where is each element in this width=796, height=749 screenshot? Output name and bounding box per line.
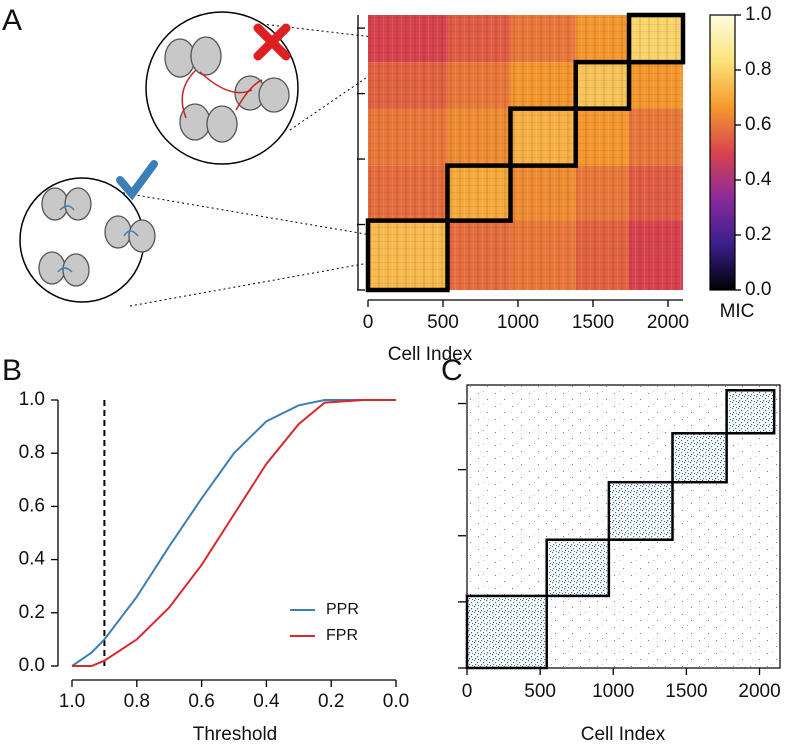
- x-tick-label: 0.2: [318, 691, 344, 712]
- colorbar-label: MIC: [720, 301, 755, 322]
- block-box: [671, 432, 728, 484]
- x-tick-label: 2000: [647, 312, 689, 333]
- colorbar-tick-label: 0.6: [745, 114, 771, 135]
- arrow: [57, 205, 139, 273]
- x-tick-label: 1000: [592, 681, 634, 702]
- block-box: [725, 389, 776, 435]
- x-axis-label: Cell Index: [388, 344, 473, 365]
- block-box: [365, 218, 450, 293]
- check-icon: [116, 160, 158, 201]
- cells: [38, 36, 290, 287]
- block-links: [608, 482, 673, 540]
- panel-letters: A B C: [2, 4, 463, 387]
- y-tick-label: 0.4: [19, 549, 46, 570]
- colorbar: [709, 14, 736, 291]
- colorbar-tick-label: 0.2: [745, 224, 771, 245]
- x-axis-label: Threshold: [193, 724, 278, 744]
- arrow: [181, 69, 263, 119]
- line: [72, 399, 396, 667]
- x-axis-label: Cell Index: [581, 724, 666, 744]
- block-box: [626, 12, 686, 65]
- block-box: [573, 59, 632, 111]
- x-tick-label: 1500: [665, 681, 707, 702]
- x-tick-label: 1.0: [59, 691, 85, 712]
- legend-label: PPR: [326, 601, 359, 618]
- cross-icon: [253, 23, 291, 61]
- x-tick-label: 0.6: [188, 691, 214, 712]
- block-links: [467, 595, 547, 668]
- x-tick-label: 2000: [738, 681, 780, 702]
- colorbar-tick-label: 0.8: [745, 59, 771, 80]
- texture: [368, 15, 683, 290]
- schematic: [19, 11, 431, 307]
- block-box: [508, 106, 578, 168]
- block-box: [607, 480, 674, 541]
- block-box: [545, 538, 611, 598]
- panel-letter: B: [2, 354, 22, 387]
- colorbar-tick-label: 0.0: [745, 279, 771, 300]
- block-box: [445, 163, 513, 223]
- x-tick-label: 1500: [572, 312, 614, 333]
- line: [71, 399, 396, 667]
- x-tick-label: 0: [363, 312, 374, 333]
- y-tick-label: 1.0: [19, 389, 45, 410]
- y-tick-label: 0.8: [19, 442, 45, 463]
- x-tick-label: 0.4: [253, 691, 280, 712]
- x-tick-label: 500: [427, 312, 459, 333]
- panel-letter: C: [441, 354, 463, 387]
- x-tick-label: 0.0: [383, 691, 409, 712]
- x-tick-label: 1000: [497, 312, 539, 333]
- y-tick-label: 0.6: [19, 495, 45, 516]
- zoom-line: [289, 55, 399, 131]
- block-links: [726, 390, 775, 434]
- y-tick-label: 0.0: [19, 655, 45, 676]
- x-tick-label: 0: [462, 681, 473, 702]
- x-tick-label: 500: [524, 681, 556, 702]
- panel-letter: A: [2, 4, 22, 37]
- plot-frame: [466, 384, 781, 669]
- colorbar-tick-label: 0.4: [745, 169, 772, 190]
- legend-label: FPR: [326, 627, 358, 644]
- block-links: [546, 539, 609, 596]
- colorbar-tick-label: 1.0: [745, 4, 771, 25]
- zoom-line: [129, 251, 431, 307]
- block-links: [672, 433, 727, 483]
- x-tick-label: 0.8: [124, 691, 150, 712]
- y-tick-label: 0.2: [19, 602, 45, 623]
